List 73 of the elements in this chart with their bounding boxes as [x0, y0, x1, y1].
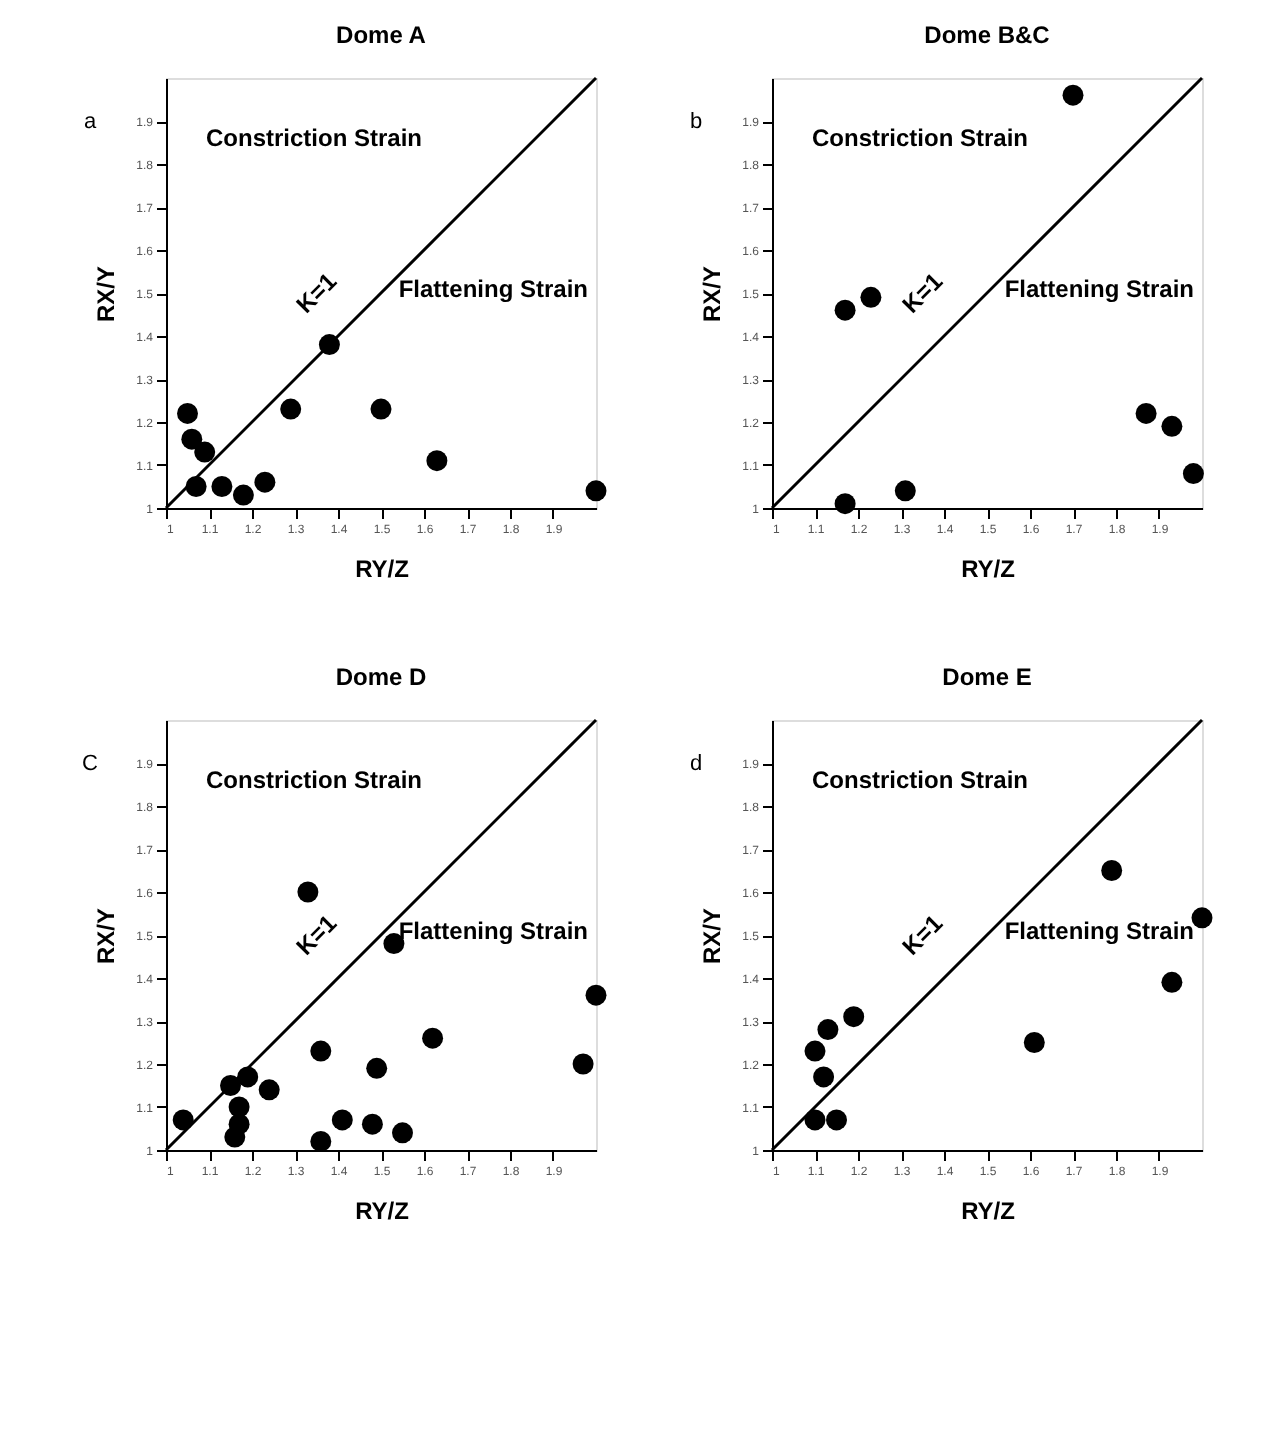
- point: [426, 450, 448, 472]
- point: [1161, 971, 1183, 993]
- point: [804, 1040, 826, 1062]
- annotation: K=1: [290, 908, 343, 961]
- point: [585, 984, 607, 1006]
- point: [1182, 463, 1204, 485]
- point: [370, 398, 392, 420]
- annotation: Constriction Strain: [206, 124, 423, 152]
- point: [1161, 415, 1183, 437]
- point: [361, 1113, 383, 1135]
- point: [1101, 860, 1123, 881]
- point: [310, 1040, 332, 1062]
- point: [1135, 402, 1157, 424]
- point: [834, 493, 856, 515]
- y-axis-title: RX/Y: [698, 265, 727, 323]
- point: [817, 1019, 839, 1041]
- annotation: Constriction Strain: [206, 766, 423, 794]
- point: [297, 881, 319, 903]
- point: [860, 286, 882, 308]
- chart-title: Dome B&C: [924, 20, 1051, 49]
- point: [572, 1053, 594, 1075]
- annotation: K=1: [290, 266, 343, 319]
- annotation: Constriction Strain: [812, 124, 1029, 152]
- annotation: Flattening Strain: [1004, 274, 1194, 303]
- point: [177, 402, 198, 424]
- annotation: Flattening Strain: [1004, 916, 1194, 945]
- point: [280, 398, 302, 420]
- text: a: [83, 110, 98, 134]
- point: [318, 334, 340, 356]
- x-axis-title: RY/Z: [961, 555, 1015, 583]
- point: [310, 1130, 332, 1152]
- point: [224, 1126, 246, 1148]
- chart-title: Dome D: [335, 662, 427, 691]
- chart-title: Dome E: [942, 662, 1032, 691]
- point: [834, 299, 856, 321]
- y-axis-title: RX/Y: [92, 265, 121, 323]
- point: [422, 1027, 444, 1049]
- point: [1062, 84, 1084, 106]
- point: [181, 428, 203, 450]
- point: [237, 1066, 259, 1088]
- annotation: K=1: [896, 266, 949, 319]
- point: [232, 484, 254, 506]
- point: [585, 480, 607, 502]
- x-axis-title: RY/Z: [355, 555, 409, 583]
- point: [211, 476, 233, 497]
- x-axis-title: RY/Z: [355, 1197, 409, 1225]
- annotation: Constriction Strain: [812, 766, 1029, 794]
- annotation: Flattening Strain: [398, 916, 588, 945]
- point: [1023, 1032, 1045, 1053]
- point: [185, 476, 207, 497]
- y-axis-title: RX/Y: [698, 907, 727, 965]
- chart-title: Dome A: [336, 20, 427, 49]
- point: [258, 1079, 280, 1101]
- text: b: [689, 110, 703, 134]
- point: [813, 1066, 835, 1088]
- annotation: K=1: [896, 908, 949, 961]
- point: [194, 441, 216, 463]
- point: [1191, 907, 1213, 929]
- y-axis-title: RX/Y: [92, 907, 121, 965]
- text: d: [689, 752, 703, 776]
- annotation: Flattening Strain: [398, 274, 588, 303]
- text: C: [82, 752, 99, 776]
- point: [254, 471, 276, 493]
- point: [843, 1006, 865, 1028]
- x-axis-title: RY/Z: [961, 1197, 1015, 1225]
- point: [220, 1075, 241, 1096]
- point: [331, 1109, 353, 1131]
- point: [804, 1109, 826, 1131]
- point: [894, 480, 916, 502]
- point: [172, 1109, 194, 1131]
- point: [826, 1109, 847, 1131]
- point: [366, 1057, 388, 1079]
- point: [392, 1122, 413, 1144]
